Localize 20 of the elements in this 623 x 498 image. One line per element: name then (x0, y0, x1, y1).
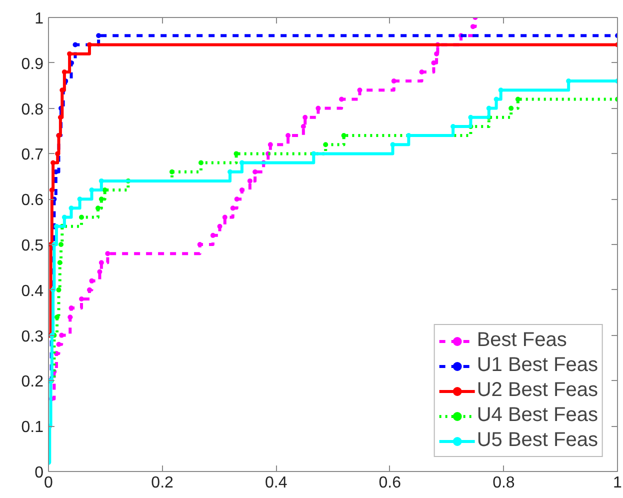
x-tick-label: 0.2 (151, 474, 174, 492)
y-tick-label: 0.7 (21, 146, 44, 164)
x-tick-label: 0.8 (492, 474, 515, 492)
y-tick-label: 1 (34, 10, 44, 28)
y-tick-label: 0.3 (21, 328, 44, 346)
legend-label: U1 Best Feas (476, 354, 598, 377)
legend-label: U4 Best Feas (476, 404, 598, 427)
x-tick-label: 0.6 (378, 474, 402, 492)
y-tick-label: 0.8 (21, 101, 44, 118)
legend-label: U5 Best Feas (476, 429, 598, 452)
y-tick-label: 0.2 (21, 374, 44, 391)
x-tick-label: 0.4 (264, 474, 288, 492)
legend-label: Best Feas (476, 329, 567, 352)
y-tick-label: 0.6 (21, 192, 44, 210)
y-tick-label: 0.5 (21, 238, 44, 254)
y-tick-label: 0.9 (21, 56, 44, 73)
x-tick-label: 1 (613, 474, 622, 492)
legend-label: U2 Best Feas (476, 379, 598, 402)
y-tick-label: 0.4 (21, 282, 44, 300)
y-tick-label: 0.1 (21, 419, 44, 436)
